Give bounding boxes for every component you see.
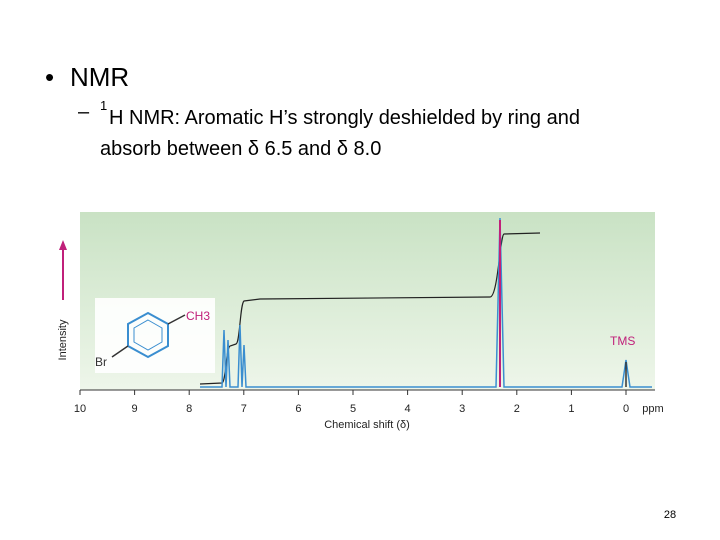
superscript: 1 [100, 98, 107, 113]
methyl-label: CH3 [186, 309, 210, 323]
x-axis-label: Chemical shift (δ) [324, 419, 410, 431]
x-tick-label: 7 [241, 403, 247, 415]
bullet-dot: • [45, 62, 54, 92]
spectrum-figure: CH3 Br TMS Intensity 10 9 8 7 6 5 4 3 2 1 0 ppm Ch… [57, 212, 664, 431]
bond [167, 314, 186, 325]
x-tick-label: 4 [405, 403, 411, 415]
x-ticks: 10 9 8 7 6 5 4 3 2 1 0 [74, 390, 629, 415]
bond [111, 345, 129, 358]
arrow-head [59, 240, 67, 250]
bromine-label: Br [95, 355, 107, 369]
tms-label: TMS [610, 334, 635, 348]
x-unit: ppm [642, 403, 663, 415]
x-tick-label: 0 [623, 403, 629, 415]
x-tick-label: 2 [514, 403, 520, 415]
x-tick-label: 6 [295, 403, 301, 415]
page-number: 28 [664, 509, 676, 521]
bullet: NMR [70, 62, 129, 92]
benzene-inner [133, 319, 163, 351]
x-tick-label: 10 [74, 403, 86, 415]
spectrum-trace [200, 217, 652, 388]
x-tick-label: 8 [186, 403, 192, 415]
y-axis-label: Intensity [57, 319, 69, 360]
x-tick-label: 3 [459, 403, 465, 415]
x-tick-label: 1 [568, 403, 574, 415]
molecule-box [95, 298, 215, 373]
dash: – [78, 101, 90, 123]
x-tick-label: 9 [132, 403, 138, 415]
sub-bullet-line: H NMR: Aromatic H’s strongly deshielded … [109, 107, 580, 129]
x-tick-label: 5 [350, 403, 356, 415]
sub-bullet-line: absorb between δ 6.5 and δ 8.0 [100, 138, 381, 160]
